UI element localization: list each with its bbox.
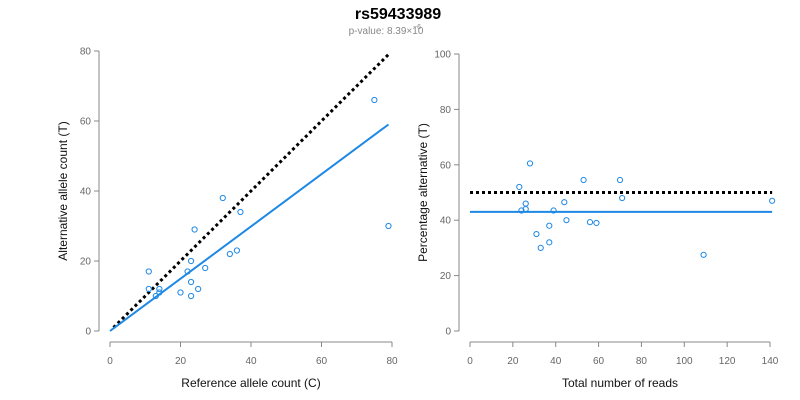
left-data-point bbox=[237, 208, 244, 216]
right-data-point bbox=[619, 194, 626, 202]
chart-subtitle: p-value: 8.39×10 bbox=[349, 26, 424, 37]
left-x-tick-label: 60 bbox=[316, 356, 328, 367]
left-data-point bbox=[195, 285, 202, 293]
left-data-point bbox=[184, 268, 191, 275]
chart-title: rs59433989 bbox=[355, 6, 441, 23]
subtitle-exponent: −6 bbox=[413, 24, 421, 31]
right-y-tick-label: 20 bbox=[440, 271, 452, 282]
right-data-point bbox=[580, 176, 587, 184]
left-x-tick-label: 0 bbox=[107, 356, 113, 367]
left-data-point bbox=[156, 289, 163, 296]
left-y-tick-label: 20 bbox=[80, 257, 92, 268]
right-data-point bbox=[561, 199, 568, 206]
left-data-point bbox=[145, 268, 152, 275]
left-x-tick-label: 40 bbox=[245, 356, 257, 367]
right-y-tick-label: 0 bbox=[445, 327, 451, 338]
right-y-axis-title: Percentage alternative (T) bbox=[416, 123, 430, 262]
right-data-point bbox=[526, 160, 534, 167]
left-data-point bbox=[177, 289, 184, 296]
right-data-point bbox=[546, 239, 553, 246]
left-data-point bbox=[385, 222, 392, 230]
left-data-point bbox=[202, 264, 209, 272]
right-x-tick-label: 80 bbox=[636, 356, 648, 367]
right-data-point bbox=[563, 217, 570, 224]
right-x-tick-label: 20 bbox=[507, 356, 519, 367]
right-y-tick-label: 80 bbox=[440, 105, 452, 116]
right-data-point bbox=[522, 200, 529, 207]
left-y-tick-label: 60 bbox=[80, 117, 92, 128]
right-data-point bbox=[546, 222, 553, 229]
left-fit-line bbox=[109, 123, 390, 332]
left-x-tick-label: 20 bbox=[175, 356, 187, 367]
right-data-point bbox=[593, 219, 600, 227]
right-x-axis-title: Total number of reads bbox=[562, 376, 678, 390]
left-data-point bbox=[191, 226, 198, 233]
left-data-point bbox=[226, 250, 233, 258]
right-x-tick-label: 120 bbox=[719, 356, 736, 367]
right-data-point bbox=[769, 197, 776, 204]
left-x-tick-label: 80 bbox=[386, 356, 398, 367]
left-y-tick-label: 80 bbox=[80, 47, 92, 58]
right-x-tick-label: 100 bbox=[676, 356, 693, 367]
right-data-point bbox=[516, 183, 523, 191]
left-data-point bbox=[187, 292, 195, 300]
right-data-point bbox=[533, 230, 540, 238]
subtitle-text: p-value: 8.39×10 bbox=[349, 26, 424, 37]
left-data-point bbox=[219, 194, 226, 202]
right-x-tick-label: 0 bbox=[467, 356, 473, 367]
right-y-tick-label: 40 bbox=[440, 216, 452, 227]
left-data-point bbox=[187, 278, 195, 286]
right-x-tick-label: 60 bbox=[593, 356, 605, 367]
right-data-point bbox=[616, 176, 624, 184]
left-data-point bbox=[156, 285, 163, 293]
left-panel-allele-counts: 0 20 40 60 80 0 20 40 60 80 Reference allele count… bbox=[56, 47, 398, 391]
right-data-point bbox=[518, 207, 525, 214]
left-y-tick-label: 40 bbox=[80, 187, 92, 198]
right-data-point bbox=[550, 207, 557, 214]
right-data-point bbox=[700, 251, 707, 258]
left-y-tick-label: 0 bbox=[85, 327, 91, 338]
left-data-point bbox=[187, 257, 195, 265]
right-y-tick-label: 60 bbox=[440, 160, 452, 171]
left-data-point bbox=[145, 285, 152, 293]
right-x-tick-label: 40 bbox=[550, 356, 562, 367]
left-data-point bbox=[371, 96, 378, 104]
left-y-axis-title: Alternative allele count (T) bbox=[56, 121, 70, 260]
right-data-point bbox=[537, 244, 544, 251]
right-panel-percentage-alternative: 0 20 40 60 80 100 0 20 40 60 80 100 120 140 Total numb… bbox=[416, 50, 779, 391]
right-y-tick-label: 100 bbox=[434, 50, 451, 61]
left-data-point bbox=[233, 247, 240, 254]
right-x-tick-label: 140 bbox=[762, 356, 779, 367]
right-data-point bbox=[586, 219, 594, 226]
left-reference-line bbox=[112, 53, 390, 329]
left-data-point bbox=[152, 292, 159, 300]
left-x-axis-title: Reference allele count (C) bbox=[181, 376, 320, 390]
